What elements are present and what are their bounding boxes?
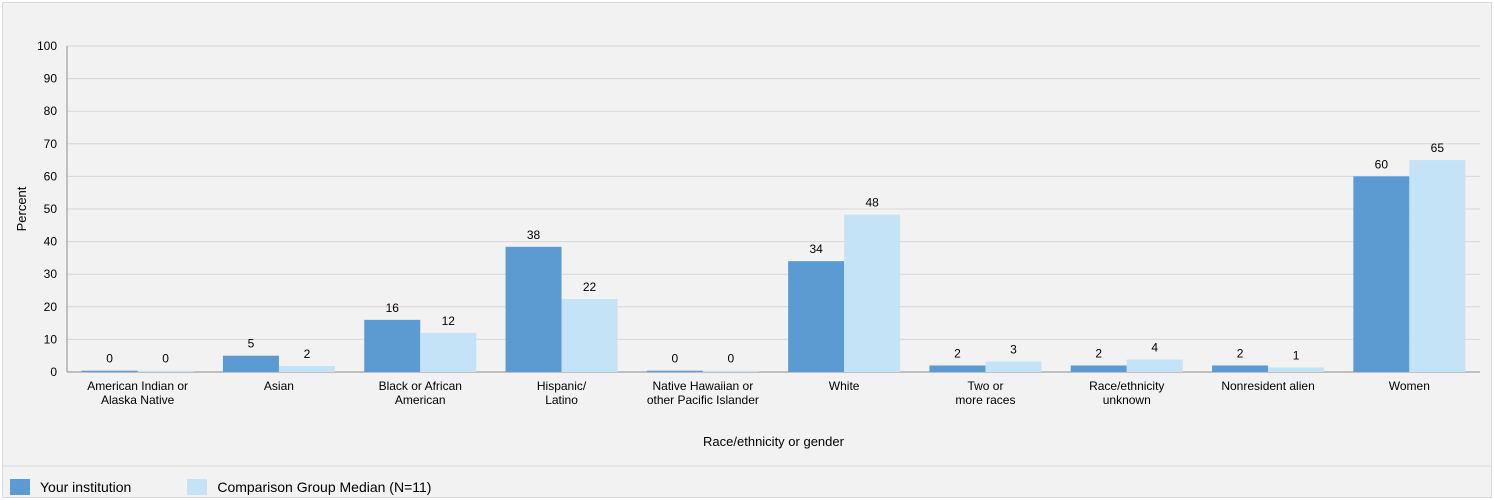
x-tick-label: unknown [1103, 393, 1151, 407]
x-tick-label: Women [1389, 379, 1430, 393]
x-tick-label: Nonresident alien [1221, 379, 1314, 393]
bar-comparison-group [1409, 160, 1466, 372]
bar-your-institution [788, 261, 845, 372]
data-label: 4 [1151, 341, 1158, 355]
data-label: 0 [162, 352, 169, 366]
data-label: 0 [106, 352, 113, 366]
x-tick-label: other Pacific Islander [647, 393, 759, 407]
x-tick-label: White [829, 379, 860, 393]
data-label: 3 [1010, 343, 1017, 357]
legend-label-your-institution: Your institution [40, 479, 132, 495]
legend: Your institution Comparison Group Median… [10, 478, 487, 496]
data-label: 0 [672, 352, 679, 366]
bar-comparison-group [702, 370, 759, 372]
y-tick-label: 40 [44, 235, 58, 249]
data-label: 2 [1095, 346, 1102, 360]
x-tick-label: Latino [545, 393, 578, 407]
data-label: 2 [954, 346, 961, 360]
data-label: 48 [865, 196, 879, 210]
x-tick-label: Black or African [379, 379, 462, 393]
data-label: 16 [386, 301, 400, 315]
legend-swatch-your-institution [10, 479, 30, 495]
bar-comparison-group [278, 366, 335, 372]
y-tick-label: 30 [44, 267, 58, 281]
data-label: 60 [1375, 157, 1389, 171]
legend-swatch-comparison-group [187, 479, 208, 495]
x-tick-label: Alaska Native [101, 393, 175, 407]
bar-your-institution [646, 370, 703, 372]
bar-comparison-group [137, 370, 194, 372]
bar-comparison-group [1268, 367, 1325, 372]
x-tick-label: Hispanic/ [537, 379, 587, 393]
y-tick-label: 10 [44, 332, 58, 346]
data-label: 38 [527, 228, 541, 242]
y-tick-label: 60 [44, 169, 58, 183]
data-label: 34 [809, 242, 823, 256]
x-tick-label: more races [955, 393, 1015, 407]
y-tick-label: 100 [37, 39, 57, 53]
bar-your-institution [1212, 365, 1269, 372]
data-label: 22 [583, 280, 597, 294]
bar-your-institution [81, 370, 138, 372]
bar-comparison-group [1126, 359, 1183, 372]
x-tick-label: Asian [264, 379, 294, 393]
y-tick-label: 20 [44, 300, 58, 314]
y-tick-label: 80 [44, 104, 58, 118]
data-label: 2 [1237, 346, 1244, 360]
data-label: 5 [248, 337, 255, 351]
x-tick-label: American [395, 393, 446, 407]
data-label: 12 [442, 314, 456, 328]
y-axis-title: Percent [14, 186, 29, 231]
bar-your-institution [929, 365, 986, 372]
bar-comparison-group [561, 298, 618, 372]
legend-item-your-institution: Your institution [10, 479, 131, 495]
legend-label-comparison-group: Comparison Group Median (N=11) [217, 479, 432, 495]
bar-your-institution [364, 319, 421, 372]
x-tick-label: Race/ethnicity [1089, 379, 1164, 393]
bar-your-institution [1353, 176, 1410, 372]
x-axis-title: Race/ethnicity or gender [703, 434, 845, 449]
data-label: 65 [1431, 141, 1445, 155]
x-tick-label: Two or [967, 379, 1003, 393]
bar-comparison-group [844, 214, 901, 372]
y-tick-label: 70 [44, 137, 58, 151]
data-label: 0 [728, 352, 735, 366]
bar-comparison-group [985, 361, 1042, 372]
y-tick-label: 0 [50, 365, 57, 379]
bar-your-institution [222, 355, 279, 372]
bar-your-institution [1070, 365, 1127, 372]
x-tick-label: American Indian or [87, 379, 188, 393]
bar-your-institution [505, 246, 562, 372]
y-tick-label: 50 [44, 202, 58, 216]
bar-comparison-group [420, 332, 477, 372]
data-label: 2 [304, 347, 311, 361]
legend-item-comparison-group: Comparison Group Median (N=11) [187, 479, 431, 495]
y-tick-label: 90 [44, 72, 58, 86]
data-label: 1 [1293, 348, 1300, 362]
x-tick-label: Native Hawaiian or [652, 379, 753, 393]
